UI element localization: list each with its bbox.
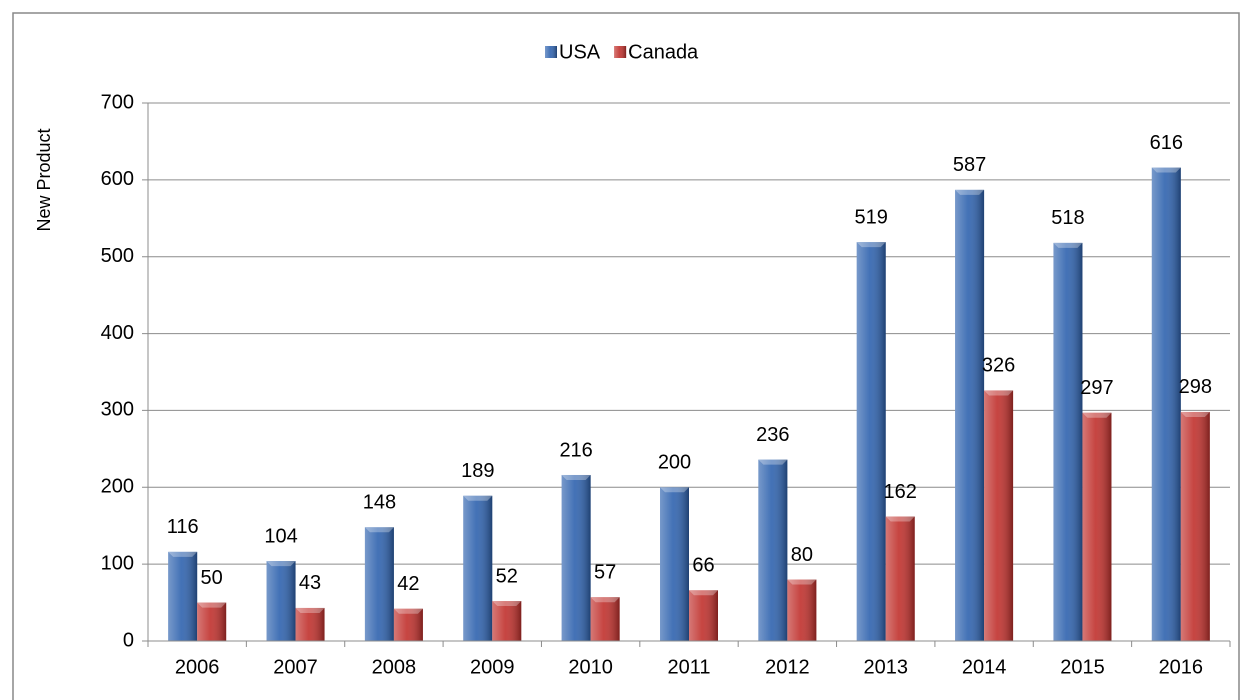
bar-shade [266,561,296,641]
data-label: 104 [264,525,297,547]
y-tick-label: 500 [101,245,134,267]
x-tick-label: 2012 [765,656,810,678]
bar-shade [168,551,198,641]
bar-top [660,487,689,493]
bar-shade [295,607,325,641]
data-label: 298 [1179,376,1212,398]
x-tick-label: 2006 [175,656,220,678]
data-label: 189 [461,460,494,482]
bar-top [393,608,423,614]
bar-shade [1082,412,1112,641]
data-label: 80 [791,544,813,566]
bar-shade [590,597,620,641]
x-tick-label: 2007 [273,656,318,678]
bar-top [364,527,394,533]
data-label: 57 [594,561,616,583]
data-label: 518 [1051,207,1084,229]
bar-top [295,607,325,613]
bar-top [1082,412,1112,418]
bar-top [955,189,985,195]
legend-swatch-shade [545,46,557,58]
bar-top [266,561,296,567]
data-label: 148 [363,492,396,514]
bar-top [758,459,788,465]
bar-shade [463,495,493,641]
bar-top [1180,411,1210,417]
legend-swatch-shade [614,46,627,58]
y-tick-label: 400 [101,322,134,344]
x-tick-label: 2015 [1060,656,1105,678]
data-label: 326 [982,355,1015,377]
data-label: 519 [855,206,888,228]
bar-top [787,579,817,585]
bar-top [856,242,886,248]
chart-frame [12,12,1240,700]
data-label: 216 [559,439,592,461]
x-tick-label: 2014 [962,656,1007,678]
bar-shade [689,590,718,641]
y-tick-label: 700 [101,91,134,113]
bar-shade [856,242,886,641]
bar-shade [1053,242,1083,641]
bar-top [590,597,620,603]
x-tick-label: 2011 [667,656,710,678]
bar-top [463,495,493,501]
bar-shade [984,390,1014,641]
bar-top [689,590,718,596]
bar-top [561,474,591,480]
y-tick-label: 100 [101,552,134,574]
bar-shade [660,487,689,641]
bar-shade [758,459,788,641]
bar-shade [561,474,591,641]
x-tick-label: 2008 [372,656,417,678]
bar-shade [1151,167,1181,641]
data-label: 587 [953,154,986,176]
bar-shade [955,189,985,641]
data-label: 43 [299,572,321,594]
y-tick-label: 200 [101,476,134,498]
data-label: 236 [756,424,789,446]
bar-top [1053,242,1083,248]
bar-shade [197,602,227,641]
x-tick-label: 2013 [863,656,908,678]
bar-top [492,601,522,607]
y-tick-label: 0 [123,629,134,651]
legend-label: Canada [628,41,699,63]
x-tick-label: 2016 [1159,656,1204,678]
data-label: 616 [1150,132,1183,154]
bar-top [885,516,915,522]
data-label: 162 [884,481,917,503]
bar-top [168,551,198,557]
bar-shade [364,527,394,641]
data-label: 50 [201,567,223,589]
y-tick-label: 600 [101,168,134,190]
bar-shade [885,516,915,641]
legend-label: USA [559,41,601,63]
x-tick-label: 2010 [568,656,613,678]
data-label: 200 [658,452,691,474]
x-tick-label: 2009 [470,656,515,678]
data-label: 297 [1080,377,1113,399]
y-axis-label: New Product [34,128,54,231]
data-label: 42 [397,573,419,595]
y-tick-label: 300 [101,399,134,421]
bar-shade [1180,411,1210,641]
data-label: 66 [692,555,714,577]
data-label: 116 [167,516,199,538]
bar-shade [393,608,423,641]
bar-top [1151,167,1181,173]
data-label: 52 [496,565,518,587]
bar-top [197,602,227,608]
bar-shade [492,601,522,641]
bar-shade [787,579,817,641]
bar-top [984,390,1014,396]
